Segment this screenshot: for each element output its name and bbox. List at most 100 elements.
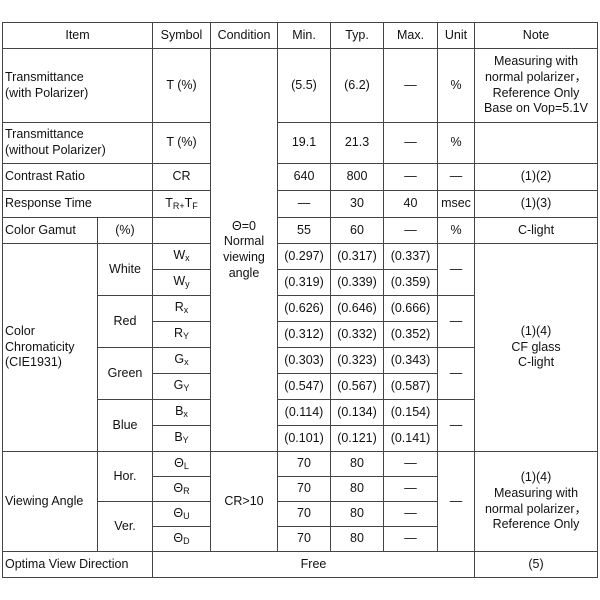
table-row: Transmittance (without Polarizer) T (%) 19… <box>2 122 598 164</box>
symbol-base: R <box>174 300 184 315</box>
header-cell: Typ. <box>330 22 384 49</box>
note <box>474 122 598 164</box>
symbol-base: G <box>174 352 185 367</box>
table-row: Item Symbol Condition Min. Typ. Max. Unit Note <box>2 22 598 49</box>
min: 640 <box>277 163 331 191</box>
group-name: Hor. <box>97 451 153 502</box>
condition: Θ=0 Normal viewing angle <box>210 48 278 452</box>
unit: % <box>437 48 475 123</box>
symbol-sub: x <box>183 409 188 420</box>
table-row: ΘD 70 80— <box>3 526 598 552</box>
table-row: Green Gx (0.303) (0.323) (0.343) — <box>3 347 598 400</box>
group-name: Ver. <box>97 501 153 552</box>
symbol-sub: R+ <box>172 200 185 211</box>
note: (1)(4) CF glass C-light <box>474 243 598 452</box>
typ: 80 <box>330 451 384 477</box>
note: C-light <box>474 217 598 244</box>
max: (0.666) <box>383 295 438 322</box>
min: (0.297) <box>277 243 331 270</box>
symbol-base: W <box>173 274 186 289</box>
item: Transmittance (with Polarizer) <box>2 48 153 123</box>
value: Free <box>152 551 475 578</box>
group-name: Green <box>97 347 153 400</box>
symbol-sub: Y <box>183 383 190 394</box>
max: (0.343) <box>383 347 438 374</box>
header-cell: Note <box>474 22 598 49</box>
table-row: Wy (0.319) (0.339) (0.359) <box>3 269 598 296</box>
min: (0.114) <box>277 399 331 426</box>
symbol-base: G <box>173 378 184 393</box>
min: (0.547) <box>277 373 331 400</box>
symbol: Bx <box>152 399 211 426</box>
symbol: T (%) <box>152 48 211 123</box>
item: Response Time <box>2 190 153 218</box>
header-cell: Min. <box>277 22 331 49</box>
group-name: Red <box>97 295 153 348</box>
symbol-sub: Y <box>182 435 189 446</box>
typ: (0.567) <box>330 373 384 400</box>
table-row: Red Rx (0.626) (0.646) (0.666) — <box>3 295 598 348</box>
note: (1)(2) <box>474 163 598 191</box>
max: (0.337) <box>383 243 438 270</box>
unit: — <box>437 399 475 452</box>
table-row: BY (0.101) (0.121) (0.141) <box>3 425 598 452</box>
symbol-sub: R <box>183 485 190 496</box>
header-cell: Unit <box>437 22 475 49</box>
typ: 80 <box>330 526 384 552</box>
symbol: TR+TF <box>152 190 211 218</box>
note: (1)(4) Measuring with normal polarizer， … <box>474 451 598 552</box>
max: — <box>383 526 438 552</box>
symbol-sub: Y <box>183 331 190 342</box>
min: (0.319) <box>277 269 331 296</box>
note: Measuring with normal polarizer， Referen… <box>474 48 598 123</box>
symbol-sub: F <box>192 200 198 211</box>
item: Color Chromaticity (CIE1931) <box>2 243 98 452</box>
max: — <box>383 48 438 123</box>
min: 55 <box>277 217 331 244</box>
typ: (6.2) <box>330 48 384 123</box>
symbol-base: T <box>184 195 193 210</box>
table-row: Color Chromaticity (CIE1931) White Wx (0.29… <box>2 243 598 452</box>
symbol-base: T <box>165 195 173 210</box>
min: 70 <box>277 526 331 552</box>
typ: 30 <box>330 190 384 218</box>
max: (0.154) <box>383 399 438 426</box>
max: — <box>383 217 438 244</box>
typ: (0.317) <box>330 243 384 270</box>
symbol-base: Θ <box>173 505 184 520</box>
symbol: Gx <box>152 347 211 374</box>
symbol: ΘU <box>152 501 211 527</box>
item-sub: (%) <box>97 217 153 244</box>
symbol-sub: x <box>184 357 189 368</box>
typ: 60 <box>330 217 384 244</box>
max: (0.359) <box>383 269 438 296</box>
symbol-sub: x <box>185 253 190 264</box>
header-cell: Symbol <box>152 22 211 49</box>
symbol: BY <box>152 425 211 452</box>
spec-table: Item Symbol Condition Min. Typ. Max. Unit Note T… <box>2 22 598 578</box>
min: 70 <box>277 501 331 527</box>
item: Contrast Ratio <box>2 163 153 191</box>
symbol-base: R <box>173 326 183 341</box>
table-row: Optima View Direction Free (5) <box>2 551 598 578</box>
table-row: Transmittance (with Polarizer) T (%) Θ=0 N… <box>2 48 598 452</box>
table-row: Contrast Ratio CR 640 800— — (1)(2) <box>2 163 598 191</box>
unit: — <box>437 295 475 348</box>
table-body: Item Symbol Condition Min. Typ. Max. Unit Note T… <box>2 22 598 578</box>
symbol-sub: y <box>185 279 190 290</box>
unit: — <box>437 163 475 191</box>
symbol-base: B <box>174 430 183 445</box>
min: (0.303) <box>277 347 331 374</box>
symbol: GY <box>152 373 211 400</box>
symbol: CR <box>152 163 211 191</box>
group-name: Blue <box>97 399 153 452</box>
symbol-sub: x <box>183 305 189 316</box>
typ: 80 <box>330 476 384 502</box>
max: (0.141) <box>383 425 438 452</box>
typ: (0.646) <box>330 295 384 322</box>
symbol-base: W <box>173 248 186 263</box>
symbol: ΘR <box>152 476 211 502</box>
note: (5) <box>474 551 598 578</box>
min: (0.626) <box>277 295 331 322</box>
